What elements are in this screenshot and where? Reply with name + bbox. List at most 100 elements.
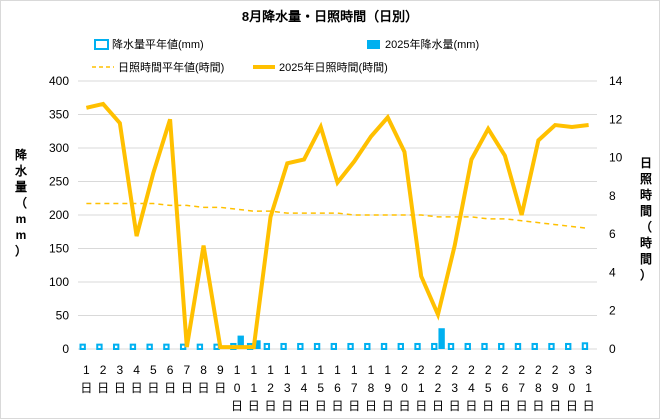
left-tick-label: 200 <box>49 208 69 222</box>
left-tick-label: 150 <box>49 242 69 256</box>
avg-precip-bar <box>481 342 488 351</box>
avg-precip-bar <box>96 343 103 351</box>
avg-precip-bar <box>414 342 421 351</box>
avg-precip-bar <box>581 342 589 350</box>
right-tick-label: 6 <box>609 227 616 241</box>
avg-precip-bar <box>179 343 187 351</box>
avg-precip-bar <box>548 342 555 351</box>
avg-precip-bar <box>196 343 204 351</box>
left-tick-label: 100 <box>49 275 69 289</box>
legend-label-avg-precip: 降水量平年値(mm) <box>112 37 204 51</box>
avg-precip-bar <box>79 343 86 351</box>
left-tick-label: 350 <box>49 108 69 122</box>
sunshine-lines <box>85 101 589 350</box>
legend-item-avg-precip: 降水量平年値(mm) <box>94 37 204 51</box>
avg-precip-bar <box>397 342 404 351</box>
left-axis-ticks: 0 50 100 150 200 250 300 350 400 <box>49 74 69 356</box>
x-axis-labels: 1 日2 日3 日4 日5 日6 日7 日8 日9 日 1 0 日 1 1 日 1 2 日 1 3 日 1 4 日 1 5 日 1 6 日 1… <box>80 363 594 413</box>
avg-sunshine-line <box>86 202 589 230</box>
avg-precip-bar <box>431 342 438 351</box>
right-tick-label: 14 <box>609 74 623 88</box>
avg-precip-bar <box>146 343 153 351</box>
avg-precip-bar <box>565 342 572 351</box>
avg-precip-bar <box>347 342 354 351</box>
legend-item-2025-sun: 2025年日照時間(時間) <box>253 60 388 74</box>
legend: 降水量平年値(mm) 2025年降水量(mm) 日照時間平年値(時間) 2025… <box>92 37 479 74</box>
avg-precip-bar <box>263 342 271 351</box>
avg-precip-bar <box>380 342 388 351</box>
avg-precip-bar <box>464 342 471 351</box>
right-tick-label: 8 <box>609 189 616 203</box>
precip-2025-bar <box>438 328 445 349</box>
avg-precip-bars <box>79 342 589 351</box>
left-tick-label: 0 <box>62 342 69 356</box>
chart-title: 8月降水量・日照時間（日別） <box>242 9 418 24</box>
right-axis-ticks: 0 2 4 6 8 10 12 14 <box>609 74 623 356</box>
legend-label-2025-sun: 2025年日照時間(時間) <box>279 60 388 74</box>
avg-precip-bar <box>447 342 455 351</box>
legend-item-avg-sun: 日照時間平年値(時間) <box>92 60 224 74</box>
right-tick-label: 10 <box>609 151 623 165</box>
right-tick-label: 0 <box>609 342 616 356</box>
left-tick-label: 400 <box>49 74 69 88</box>
precip-2025-bar <box>254 340 261 349</box>
avg-precip-bar <box>112 343 120 351</box>
legend-label-2025-precip: 2025年降水量(mm) <box>385 37 479 51</box>
right-axis-title: 日照時間（時間） <box>640 156 652 282</box>
avg-precip-bar <box>129 343 137 351</box>
avg-precip-bar <box>531 342 538 351</box>
left-tick-label: 300 <box>49 141 69 155</box>
left-tick-label: 250 <box>49 175 69 189</box>
precip-2025-bar <box>237 335 244 349</box>
avg-precip-bar <box>280 342 287 351</box>
sunshine-2025-line <box>85 101 589 350</box>
right-tick-label: 12 <box>609 112 623 126</box>
avg-precip-bar <box>330 342 337 351</box>
precip-2025-bars <box>237 328 445 349</box>
avg-precip-bar <box>297 342 304 351</box>
legend-swatch-2025-precip <box>367 40 380 49</box>
legend-item-2025-precip: 2025年降水量(mm) <box>367 37 479 51</box>
right-tick-label: 4 <box>609 265 616 279</box>
avg-precip-bar <box>163 343 170 351</box>
avg-precip-bar <box>313 342 321 351</box>
legend-swatch-avg-precip <box>94 39 109 50</box>
legend-label-avg-sun: 日照時間平年値(時間) <box>118 60 224 74</box>
left-axis-title: 降水量（ m m） <box>15 147 28 258</box>
avg-precip-bar <box>364 342 371 351</box>
right-tick-label: 2 <box>609 304 616 318</box>
avg-precip-bar <box>514 342 522 351</box>
